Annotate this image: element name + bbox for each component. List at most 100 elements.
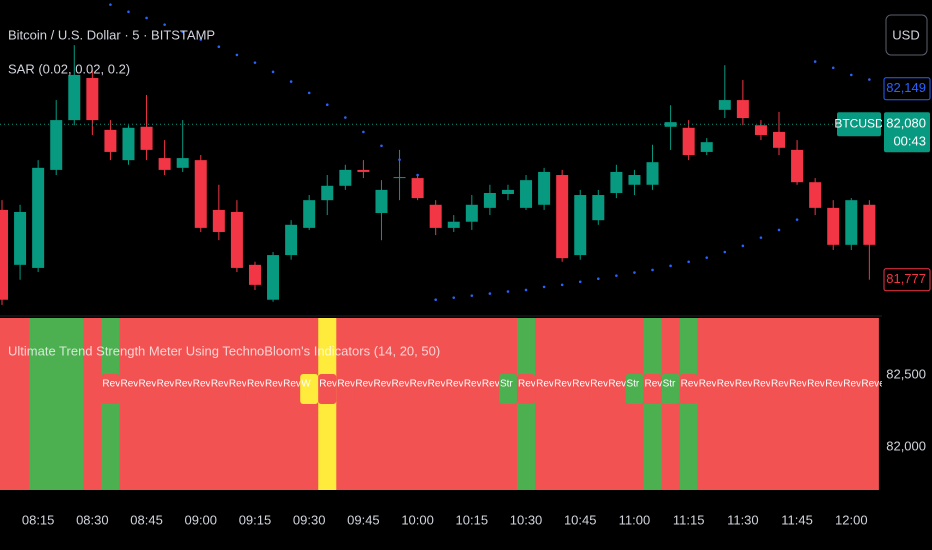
signal-label: Rev bbox=[699, 379, 717, 390]
signal-label: Rev bbox=[843, 379, 861, 390]
signal-label: Rev bbox=[102, 379, 120, 390]
sar-dot bbox=[741, 244, 745, 248]
candle-body bbox=[411, 178, 424, 199]
candle-body bbox=[773, 131, 786, 148]
signal-label: W bbox=[301, 379, 311, 390]
sar-dot bbox=[615, 274, 618, 277]
signal-box bbox=[842, 374, 861, 404]
candle-body bbox=[230, 211, 243, 268]
time-label: 09:00 bbox=[184, 512, 217, 527]
sar-dot bbox=[362, 130, 365, 134]
trend-column bbox=[47, 318, 66, 490]
signal-label: Rev bbox=[373, 379, 391, 390]
sar-dot bbox=[723, 250, 727, 254]
sar-dot bbox=[633, 271, 636, 274]
sar-dot bbox=[849, 73, 853, 77]
signal-label: Rev bbox=[120, 379, 138, 390]
candle-body bbox=[375, 189, 388, 213]
last-price-label: 82,080 bbox=[886, 116, 926, 131]
high-marker-label: 82,149 bbox=[886, 80, 926, 95]
price-axis: 08:15 08:30 08:45 09:00 09:15 09:30 09:45 10:00… bbox=[0, 60, 932, 527]
time-label: 11:15 bbox=[673, 512, 705, 527]
signal-box bbox=[661, 374, 680, 404]
currency-button[interactable] bbox=[885, 14, 928, 56]
time-label: 11:00 bbox=[619, 512, 651, 527]
sar-dot bbox=[831, 66, 835, 70]
sar-dot bbox=[759, 236, 763, 239]
signal-label: Rev bbox=[807, 379, 825, 390]
candle-body bbox=[303, 200, 316, 228]
sar-dot bbox=[651, 268, 654, 272]
signal-label: Str bbox=[663, 379, 676, 390]
signal-label: Rev bbox=[518, 379, 536, 390]
candle-body bbox=[556, 175, 569, 259]
signal-label: Rev bbox=[590, 379, 608, 390]
sar-dot bbox=[813, 60, 817, 63]
candle-body bbox=[194, 160, 207, 228]
candle-body bbox=[465, 204, 478, 222]
time-label: 08:30 bbox=[76, 512, 109, 527]
time-label: 09:15 bbox=[239, 512, 272, 527]
signal-box bbox=[498, 374, 517, 404]
time-label: 08:45 bbox=[130, 512, 163, 527]
signal-label: Rev bbox=[355, 379, 373, 390]
candle-body bbox=[538, 171, 551, 205]
signal-box bbox=[697, 374, 716, 404]
sar-dot bbox=[777, 228, 781, 232]
sar-dot bbox=[235, 53, 239, 57]
trend-column bbox=[11, 318, 30, 490]
signal-label: Rev bbox=[572, 379, 590, 390]
signal-box bbox=[390, 374, 409, 404]
sar-dot bbox=[325, 103, 329, 107]
sar-dot bbox=[199, 38, 203, 41]
candle-body bbox=[68, 74, 81, 121]
candle-body bbox=[664, 122, 677, 127]
candle-body bbox=[682, 127, 695, 155]
candle-body bbox=[32, 167, 45, 268]
signal-label: Rev bbox=[193, 379, 211, 390]
sar-dot bbox=[868, 78, 871, 81]
candle-body bbox=[754, 125, 767, 135]
sar-dot bbox=[109, 3, 112, 6]
signal-box bbox=[679, 374, 698, 404]
signal-box bbox=[245, 374, 264, 404]
time-label: 09:30 bbox=[293, 512, 326, 527]
trend-column bbox=[83, 318, 102, 490]
sar-dot bbox=[542, 285, 546, 289]
signal-label: Rev bbox=[428, 379, 446, 390]
signal-label: Str bbox=[626, 379, 639, 390]
candle-body bbox=[122, 127, 135, 161]
candle-body bbox=[339, 169, 352, 186]
signal-box bbox=[300, 374, 319, 404]
signal-label: Rev bbox=[446, 379, 464, 390]
symbol-title: Bitcoin / U.S. Dollar · 5 · BITSTAMP bbox=[8, 27, 215, 42]
candle-body bbox=[104, 129, 117, 152]
signal-box bbox=[318, 374, 337, 404]
signal-box bbox=[517, 374, 536, 404]
sar-dot bbox=[127, 10, 130, 14]
sar-dot bbox=[163, 23, 166, 26]
signal-label: Rev bbox=[645, 379, 663, 390]
candle-body bbox=[845, 200, 858, 245]
candle-body bbox=[248, 264, 261, 285]
signal-box bbox=[227, 374, 246, 404]
signal-label: Rev bbox=[337, 379, 355, 390]
trend-column bbox=[0, 318, 12, 490]
sar-dot bbox=[524, 288, 528, 292]
signal-box bbox=[155, 374, 174, 404]
signal-box bbox=[137, 374, 156, 404]
sar-dot bbox=[669, 264, 672, 268]
sar-dot bbox=[597, 277, 600, 280]
y-tick-label: 82,000 bbox=[886, 438, 926, 453]
time-label: 11:30 bbox=[727, 512, 759, 527]
sar-dot bbox=[795, 218, 799, 221]
sar-label: SAR (0.02, 0.02, 0.2) bbox=[8, 61, 130, 76]
candle-body bbox=[86, 78, 99, 121]
sar-dot bbox=[380, 144, 383, 148]
sar-dot bbox=[560, 283, 564, 287]
currency-label[interactable]: USD bbox=[892, 27, 919, 42]
candle-body bbox=[700, 142, 713, 152]
candle-body bbox=[646, 162, 659, 185]
signal-box bbox=[408, 374, 427, 404]
time-label: 09:45 bbox=[347, 512, 380, 527]
